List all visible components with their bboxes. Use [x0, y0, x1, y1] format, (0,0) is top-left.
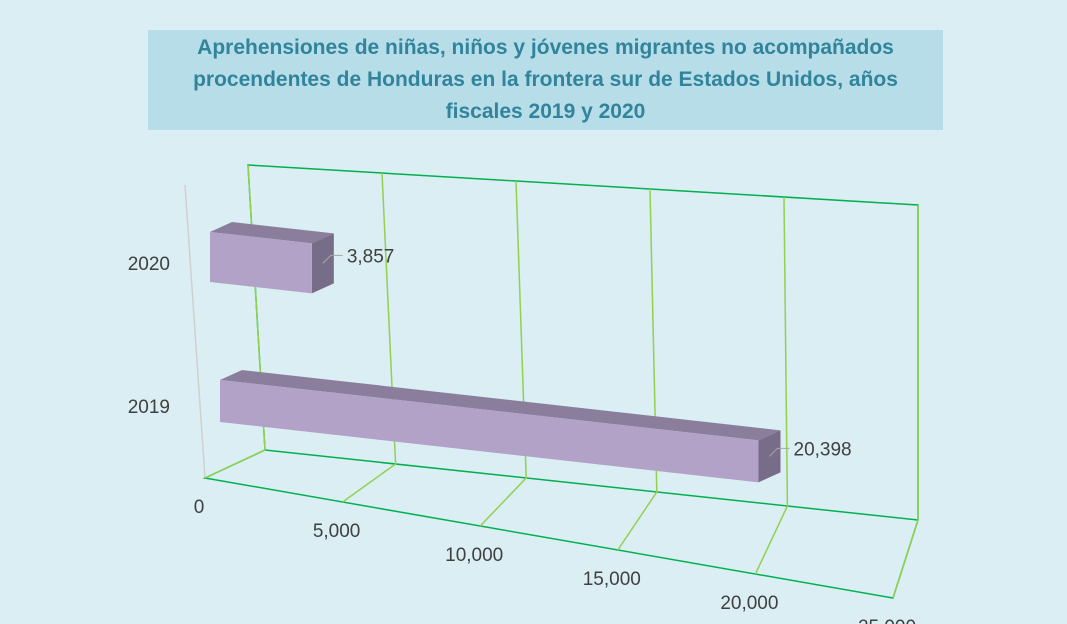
grid-line	[754, 196, 789, 575]
wall-frame	[247, 164, 919, 520]
x-tick-label: 5,000	[313, 521, 361, 542]
grid-line	[479, 180, 527, 527]
x-tick-label: 10,000	[445, 545, 503, 566]
axis-line	[184, 184, 206, 479]
leader-line	[322, 254, 343, 264]
chart-title: Aprehensiones de niñas, niños y jóvenes …	[148, 30, 943, 130]
x-tick-label: 20,000	[720, 593, 778, 614]
x-tick-label: 15,000	[583, 569, 641, 590]
y-tick-label: 2019	[128, 397, 170, 418]
bar	[210, 222, 334, 294]
y-tick-label: 2020	[128, 254, 170, 275]
leader-line	[769, 447, 790, 457]
grid-line	[617, 188, 658, 551]
value-label: 3,857	[347, 246, 395, 267]
x-tick-label: 25,000	[858, 617, 916, 624]
grid-line	[892, 205, 919, 599]
bar-front	[220, 380, 759, 483]
bar-front	[210, 232, 312, 294]
value-label: 20,398	[794, 439, 852, 460]
bar-top	[220, 370, 781, 441]
bar-top	[210, 222, 334, 244]
grid-line	[204, 164, 266, 479]
x-tick-label: 0	[194, 497, 205, 518]
bar	[220, 370, 781, 483]
grid-line	[342, 172, 397, 503]
